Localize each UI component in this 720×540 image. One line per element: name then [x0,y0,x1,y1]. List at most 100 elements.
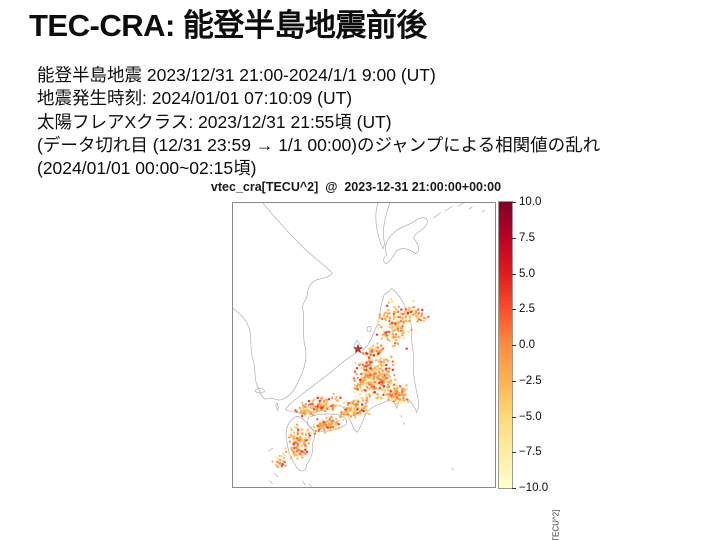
scatter-dot [377,323,381,327]
scatter-dot [358,393,362,396]
scatter-dot [402,315,405,319]
scatter-dot [353,370,357,374]
scatter-dot [368,347,372,351]
scatter-dot [320,403,323,406]
slide-title: TEC-CRA: 能登半島地震前後 [29,8,427,43]
scatter-dot [417,312,420,315]
scatter-dot [321,408,325,412]
scatter-dot [300,401,304,405]
scatter-dot [284,464,287,467]
scatter-dot [316,405,319,408]
scatter-dot [382,314,385,318]
scatter-dot [346,406,350,410]
scatter-dot [368,394,372,398]
scatter-dot [350,400,354,404]
scatter-dot [367,356,371,359]
scatter-dot [387,301,391,304]
scatter-dot [381,384,384,387]
scatter-dot [412,299,415,303]
scatter-dot [376,393,379,396]
scatter-dot [278,460,282,463]
scatter-dot [381,374,384,378]
scatter-dot [404,315,408,318]
scatter-dot [389,322,392,326]
scatter-points [271,297,430,469]
scatter-dot [361,363,365,367]
scatter-dot [390,391,393,395]
scatter-dot [298,452,302,456]
scatter-dot [356,408,359,411]
scatter-dot [356,376,359,380]
scatter-dot [288,436,291,439]
scatter-dot [401,334,404,337]
scatter-dot [392,317,396,321]
scatter-dot [367,370,370,373]
coastline-tsushima-island [275,402,279,411]
scatter-dot [381,347,385,350]
scatter-dot [402,331,405,335]
scatter-dot [356,400,360,403]
scatter-dot [394,326,398,330]
scatter-dot [342,418,345,422]
scatter-dot [365,412,368,415]
scatter-dot [406,401,410,404]
body-line-data-gap-note: (データ切れ目 (12/31 23:59 → 1/1 00:00)のジャンプによ… [37,134,601,155]
scatter-dot [400,308,403,311]
scatter-dot [387,370,391,373]
scatter-dot [309,402,312,406]
scatter-dot [374,396,378,399]
colorbar-tick-label: −7.5 [519,446,542,459]
scatter-dot [388,367,391,370]
scatter-dot [391,392,395,396]
scatter-dot [296,432,300,436]
scatter-dot [388,388,391,391]
figure-title: vtec_cra[TECU^2] @ 2023-12-31 21:00:00+0… [210,180,502,194]
scatter-dot [366,374,369,377]
scatter-dot [416,308,420,311]
scatter-dot [375,366,379,369]
scatter-dot [383,391,386,395]
scatter-dot [320,427,323,430]
scatter-dot [408,319,411,323]
scatter-dot [372,385,376,389]
scatter-dot [315,406,318,410]
scatter-dot [372,369,376,373]
scatter-dot [380,380,383,383]
scatter-dot [381,365,384,369]
scatter-dot [371,359,374,362]
scatter-dot [326,420,330,423]
scatter-dot [345,400,348,404]
scatter-dot [296,457,299,460]
scatter-dot [390,381,393,385]
coastlines [233,203,486,487]
scatter-dot [384,377,387,381]
scatter-dot [311,414,315,417]
scatter-dot [384,374,388,377]
scatter-dot [361,372,365,375]
scatter-dot [280,464,284,468]
scatter-dot [383,312,386,316]
scatter-dot [336,399,339,402]
scatter-dot [360,351,364,355]
scatter-dot [380,337,384,340]
scatter-dot [304,439,307,442]
scatter-dot [392,325,395,329]
scatter-dot [295,410,298,413]
scatter-dot [346,411,350,414]
scatter-dot [326,407,329,411]
scatter-dot [378,313,382,316]
scatter-dot [405,384,408,387]
scatter-dot [356,387,359,391]
scatter-dot [402,320,405,323]
scatter-dot [314,430,318,433]
scatter-dot [333,404,337,407]
scatter-dot [271,460,274,463]
scatter-dot [396,342,400,346]
scatter-dot [419,314,423,318]
scatter-dot [346,409,349,412]
scatter-dot [404,307,408,311]
scatter-dot [376,396,380,399]
scatter-dot [398,316,402,319]
scatter-dot [353,413,356,416]
scatter-dot [334,426,338,430]
